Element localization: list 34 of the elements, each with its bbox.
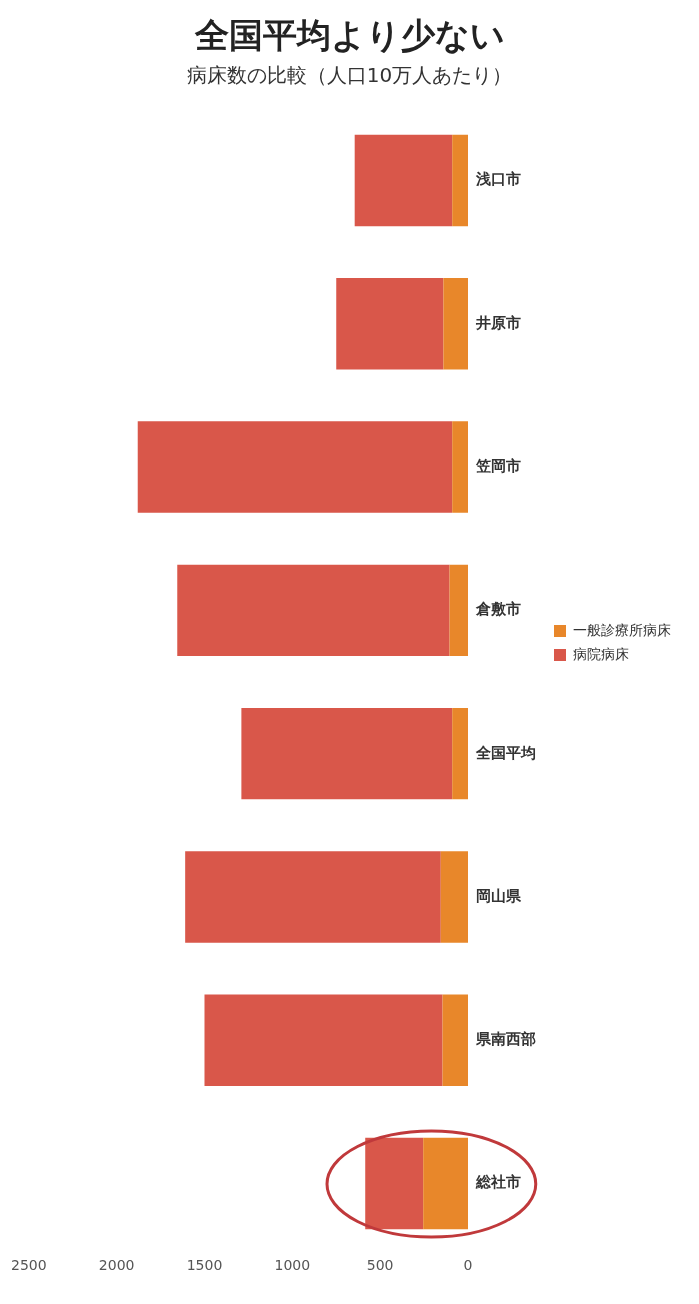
bar — [241, 707, 453, 800]
y-tick-label: 総社市 — [475, 1173, 521, 1192]
bar — [452, 134, 468, 227]
x-tick-label: 1000 — [274, 1257, 311, 1274]
bar — [336, 278, 444, 370]
bar — [423, 1137, 468, 1230]
bar — [185, 851, 441, 943]
chart-subtitle: 病床数の比較（人口10万人あたり） — [186, 63, 513, 87]
y-tick-label: 岡山県 — [476, 886, 522, 905]
x-tick-label: 2000 — [98, 1257, 135, 1274]
y-tick-label: 井原市 — [475, 313, 521, 332]
bar — [354, 134, 453, 227]
legend-label: 病院病床 — [573, 645, 629, 662]
x-tick-label: 0 — [463, 1257, 473, 1274]
x-tick-label: 2500 — [10, 1257, 47, 1274]
bar — [440, 851, 468, 943]
bar — [137, 421, 453, 513]
bar — [442, 994, 468, 1086]
bar — [443, 278, 468, 370]
bar — [365, 1137, 424, 1230]
chart-title: 全国平均より少ない — [193, 15, 505, 56]
bar — [204, 994, 443, 1086]
bar — [452, 421, 468, 513]
legend-label: 一般診療所病床 — [573, 621, 671, 638]
bar — [452, 707, 468, 800]
y-tick-label: 県南西部 — [475, 1030, 536, 1049]
y-tick-label: 浅口市 — [475, 170, 521, 189]
y-tick-label: 全国平均 — [475, 743, 536, 762]
x-tick-label: 1500 — [186, 1257, 223, 1274]
y-tick-label: 倉敷市 — [475, 600, 521, 619]
x-tick-label: 500 — [366, 1257, 394, 1274]
y-tick-label: 笠岡市 — [475, 456, 521, 475]
bar — [177, 564, 450, 657]
bar — [449, 564, 468, 657]
